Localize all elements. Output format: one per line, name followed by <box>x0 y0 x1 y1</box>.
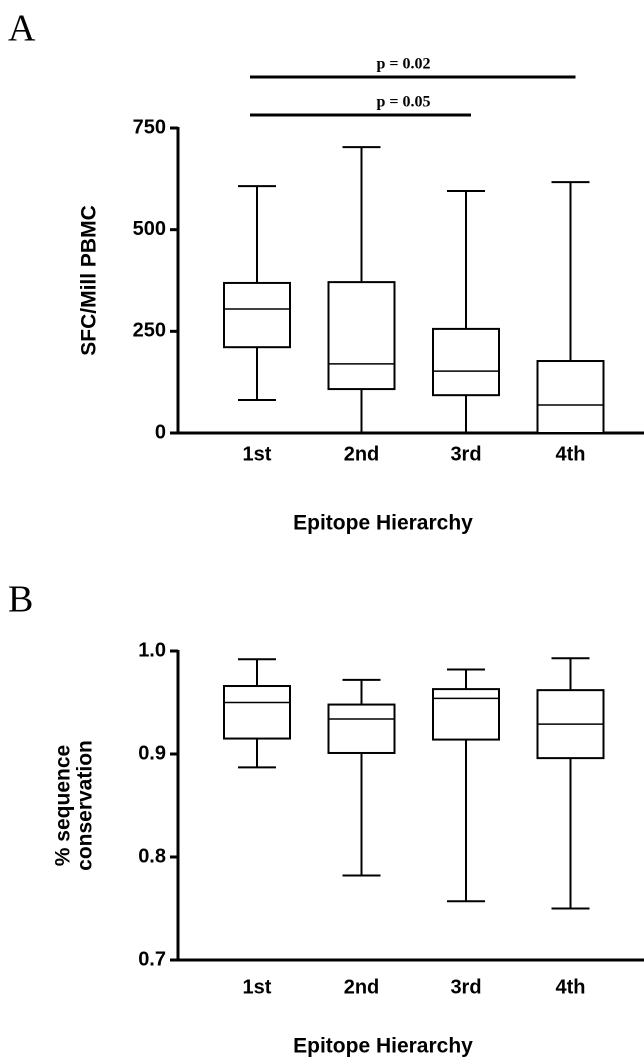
x-tick-label: 1st <box>243 443 272 465</box>
y-axis-label: SFC/Mill PBMC <box>78 205 101 356</box>
box <box>536 360 605 434</box>
y-tick-label: 0.9 <box>138 742 166 764</box>
x-axis-label: Epitope Hierarchy <box>293 1035 473 1058</box>
x-tick-label: 2nd <box>344 976 380 998</box>
y-tick-label: 500 <box>133 218 166 240</box>
y-tick-label: 1.0 <box>138 639 166 661</box>
panel-label: A <box>8 8 36 50</box>
box <box>432 327 500 397</box>
panel-label: B <box>8 579 33 621</box>
x-tick-label: 4th <box>556 976 586 998</box>
x-axis-label: Epitope Hierarchy <box>293 512 473 535</box>
box <box>432 688 500 741</box>
box <box>327 703 396 754</box>
box <box>223 281 291 349</box>
box <box>223 685 291 740</box>
y-tick-label: 0.8 <box>138 845 166 867</box>
y-axis-label: conservation <box>74 740 97 871</box>
x-tick-label: 4th <box>556 443 586 465</box>
x-tick-label: 3rd <box>450 443 481 465</box>
p-value: p = 0.02 <box>376 56 430 73</box>
y-axis-label: % sequence <box>52 745 75 866</box>
x-tick-label: 3rd <box>450 976 481 998</box>
y-tick-label: 0.7 <box>138 948 166 970</box>
box <box>327 281 396 391</box>
x-tick-label: 1st <box>243 976 272 998</box>
x-tick-label: 2nd <box>344 443 380 465</box>
y-tick-label: 0 <box>155 421 166 443</box>
y-tick-label: 250 <box>133 320 166 342</box>
p-value: p = 0.05 <box>376 94 430 111</box>
y-tick-label: 750 <box>133 116 166 138</box>
